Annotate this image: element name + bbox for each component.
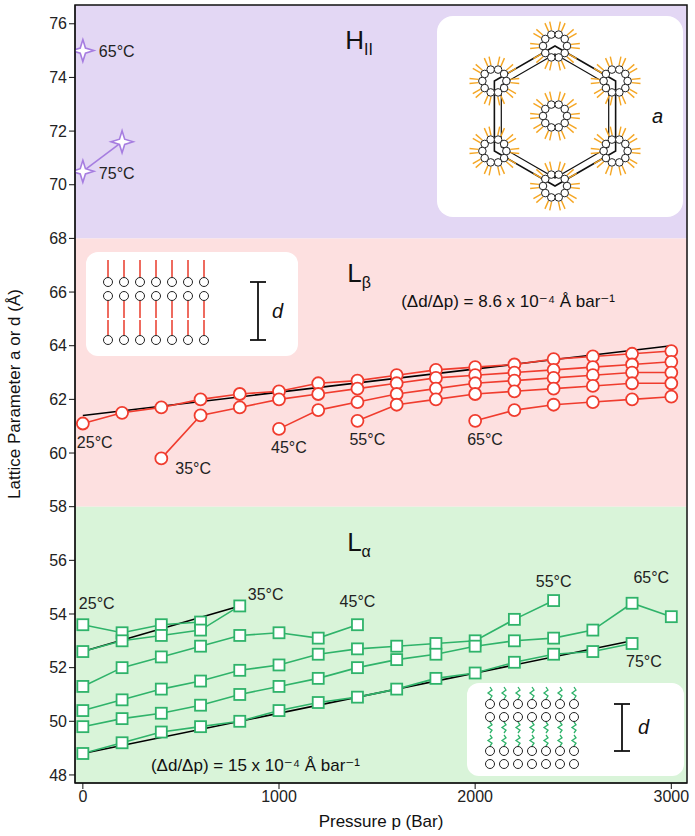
- svg-text:Pressure p (Bar): Pressure p (Bar): [319, 812, 444, 831]
- svg-text:d: d: [638, 716, 650, 738]
- svg-text:55°C: 55°C: [349, 431, 385, 448]
- svg-text:Lα: Lα: [347, 527, 371, 560]
- svg-text:(Δd/Δp) = 8.6 x 10⁻⁴ Å bar⁻¹: (Δd/Δp) = 8.6 x 10⁻⁴ Å bar⁻¹: [401, 292, 615, 311]
- svg-text:d: d: [272, 300, 284, 322]
- svg-text:75°C: 75°C: [626, 653, 662, 670]
- svg-text:45°C: 45°C: [271, 439, 307, 456]
- svg-text:35°C: 35°C: [175, 460, 211, 477]
- svg-text:60: 60: [49, 445, 67, 462]
- svg-text:62: 62: [49, 391, 67, 408]
- svg-text:56: 56: [49, 552, 67, 569]
- svg-text:66: 66: [49, 284, 67, 301]
- svg-text:58: 58: [49, 498, 67, 515]
- svg-text:65°C: 65°C: [99, 43, 135, 60]
- svg-text:(Δd/Δp) = 15 x 10⁻⁴ Å bar⁻¹: (Δd/Δp) = 15 x 10⁻⁴ Å bar⁻¹: [151, 756, 360, 775]
- svg-text:48: 48: [49, 767, 67, 784]
- svg-text:0: 0: [78, 788, 87, 805]
- svg-text:Lattice Parameter a or d (Å): Lattice Parameter a or d (Å): [5, 289, 24, 499]
- svg-text:70: 70: [49, 176, 67, 193]
- svg-text:52: 52: [49, 659, 67, 676]
- svg-text:65°C: 65°C: [633, 569, 669, 586]
- svg-text:64: 64: [49, 337, 67, 354]
- svg-text:74: 74: [49, 69, 67, 86]
- svg-text:a: a: [652, 105, 663, 127]
- svg-text:35°C: 35°C: [248, 586, 284, 603]
- svg-text:55°C: 55°C: [536, 573, 572, 590]
- svg-text:Lβ: Lβ: [347, 258, 371, 291]
- svg-text:72: 72: [49, 123, 67, 140]
- svg-text:65°C: 65°C: [467, 431, 503, 448]
- svg-text:25°C: 25°C: [79, 595, 115, 612]
- svg-text:76: 76: [49, 15, 67, 32]
- svg-text:75°C: 75°C: [99, 165, 135, 182]
- svg-text:25°C: 25°C: [77, 434, 113, 451]
- svg-text:50: 50: [49, 713, 67, 730]
- svg-text:HII: HII: [345, 25, 373, 58]
- svg-text:45°C: 45°C: [340, 593, 376, 610]
- svg-text:68: 68: [49, 230, 67, 247]
- svg-text:2000: 2000: [457, 788, 493, 805]
- svg-text:54: 54: [49, 606, 67, 623]
- svg-text:1000: 1000: [261, 788, 297, 805]
- svg-text:3000: 3000: [654, 788, 690, 805]
